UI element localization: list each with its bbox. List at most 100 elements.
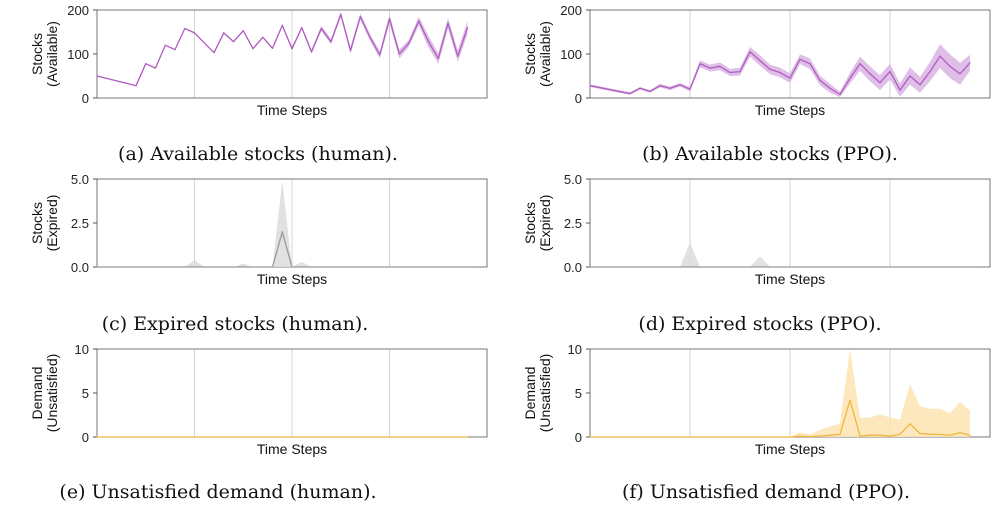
data-point [669,87,671,89]
data-point [849,77,851,79]
series-line [589,51,971,96]
data-point [320,27,322,30]
data-point [301,27,303,29]
data-point [729,71,731,74]
panel-f: 0 5 10 Demand(Unsatisfied) Time Steps (f) Uns… [522,342,991,503]
data-point [719,65,721,67]
y-tick-label: 2.5 [564,216,582,231]
x-axis-label: Time Steps [755,441,825,457]
data-point [193,32,196,34]
confidence-band [590,349,970,437]
data-point [749,51,751,53]
data-point [699,266,701,268]
data-point [969,62,971,64]
x-axis-label: Time Steps [257,271,327,287]
data-point [281,231,283,233]
data-point [330,41,332,43]
panel-c: 0.0 2.5 5.0 Stocks(Expired) Time Steps (c) Ex… [29,172,488,335]
data-point [184,266,186,268]
data-point [929,71,931,73]
y-tick-label: 2.5 [71,216,89,231]
data-point [939,55,941,57]
data-point [398,53,400,55]
y-tick-label: 0 [82,91,89,106]
y-axis-label-line: Demand [29,367,45,420]
panel-caption: (d) Expired stocks (PPO). [638,313,881,335]
data-point [203,266,205,268]
panel-caption: (b) Available stocks (PPO). [642,143,898,165]
y-tick-label: 0 [82,430,89,445]
data-point [799,58,801,60]
y-tick-label: 5 [575,386,582,401]
y-axis-label: Stocks(Available) [522,21,553,87]
data-point [96,266,98,268]
data-point [252,48,254,50]
panel-d: 0.0 2.5 5.0 Stocks(Expired) Time Steps (d) Ex… [522,172,991,335]
data-point [639,87,641,89]
data-point [447,22,449,24]
data-point [909,75,911,77]
data-point [427,41,430,43]
data-point [949,65,951,67]
data-point [437,57,439,60]
data-point [869,73,871,75]
data-point [799,435,801,437]
x-axis-label: Time Steps [755,271,825,287]
data-point [154,67,157,69]
data-point [589,436,591,438]
data-point [939,433,941,435]
confidence-band [590,242,970,267]
data-point [457,55,459,57]
data-point [271,266,274,268]
data-point [388,18,391,20]
data-point [291,266,293,268]
data-point [879,82,881,84]
data-point [359,16,361,18]
data-point [969,434,971,436]
y-axis-label: Demand(Unsatisfied) [522,354,553,433]
data-point [809,435,811,438]
data-point [310,266,313,268]
data-point [184,27,186,30]
data-point [291,48,293,50]
y-axis-label: Stocks(Expired) [522,195,553,252]
data-point [849,399,851,401]
data-point [829,87,831,89]
confidence-band [590,44,970,98]
y-axis-label: Stocks(Expired) [29,195,60,252]
y-tick-label: 10 [75,342,89,357]
data-point [789,77,791,79]
data-point [899,433,901,435]
confidence-band [97,11,468,86]
data-point [949,434,951,436]
data-point [889,71,891,73]
y-axis-label-line: (Expired) [537,195,553,252]
y-tick-label: 0.0 [564,260,582,275]
data-point [589,85,591,87]
data-point [769,68,771,70]
data-point [213,52,215,54]
data-point [959,73,961,75]
data-point [418,20,420,22]
data-point [759,266,761,268]
data-point [96,436,98,438]
data-point [789,436,791,438]
data-point [749,266,751,268]
data-point [301,266,303,268]
y-axis-label-line: Demand [522,367,538,420]
data-point [369,36,371,38]
y-axis-label-line: (Unsatisfied) [44,354,60,433]
y-axis-label-line: (Expired) [44,195,60,252]
y-tick-label: 5.0 [71,172,89,187]
data-point [899,89,901,91]
y-tick-label: 100 [560,47,582,62]
y-axis-label: Demand(Unsatisfied) [29,354,60,433]
panel-caption: (e) Unsatisfied demand (human). [59,481,376,503]
data-point [135,85,137,87]
data-point [699,63,701,65]
data-point [759,60,761,62]
data-point [919,84,921,86]
data-point [466,266,469,268]
panel-b: 0 100 200 Stocks(Available) Time Steps (b) Av… [522,3,991,165]
